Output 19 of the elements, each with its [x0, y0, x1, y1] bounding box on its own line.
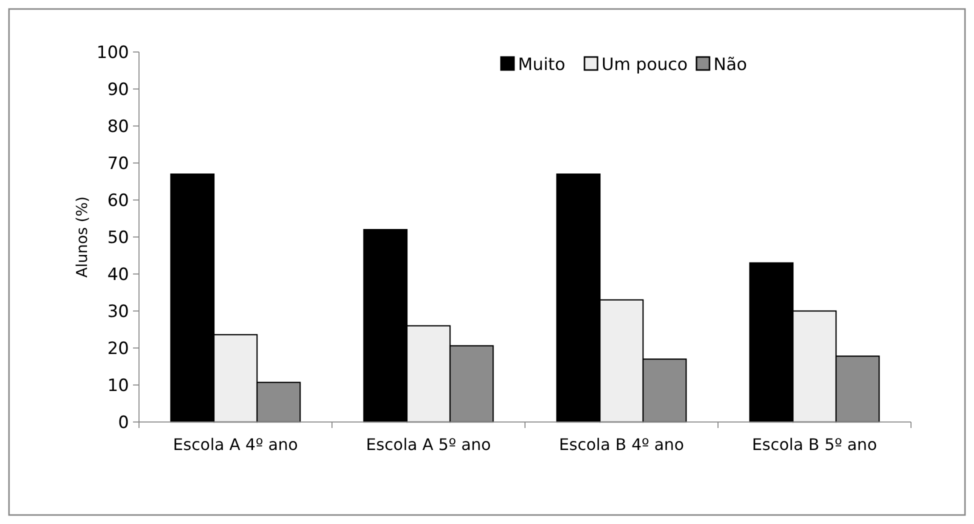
x-tick-label: Escola B 5º ano: [752, 435, 877, 454]
x-tick-label: Escola B 4º ano: [559, 435, 684, 454]
y-tick-label: 30: [107, 302, 129, 322]
legend-label: Não: [714, 54, 748, 75]
y-tick-label: 80: [107, 116, 129, 137]
x-tick-label: Escola A 5º ano: [366, 435, 491, 454]
y-tick-label: 40: [107, 264, 129, 285]
y-tick-label: 60: [107, 190, 129, 211]
y-tick-label: 50: [107, 228, 129, 248]
y-tick-label: 20: [107, 338, 129, 359]
y-tick-label: 100: [96, 42, 129, 63]
x-tick-label: Escola A 4º ano: [173, 435, 298, 454]
y-tick-label: 90: [107, 80, 129, 100]
y-tick-label: 70: [107, 154, 129, 174]
legend-label: Muito: [518, 54, 566, 75]
y-axis-title: Alunos (%): [73, 196, 91, 278]
legend-label: Um pouco: [602, 54, 688, 75]
y-tick-label: 10: [107, 376, 129, 396]
y-tick-label: 0: [118, 412, 129, 433]
